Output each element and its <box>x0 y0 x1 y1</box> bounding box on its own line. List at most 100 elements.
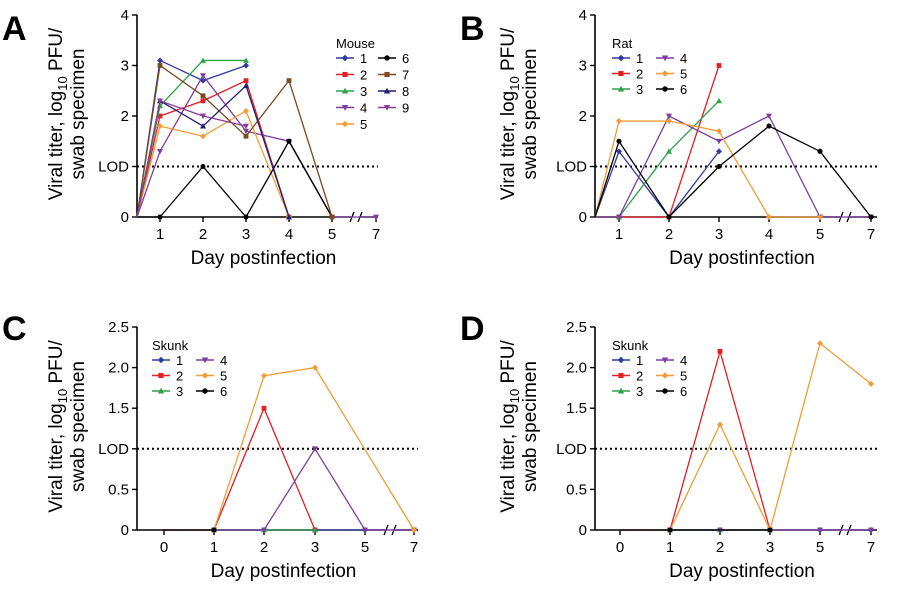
data-point <box>817 148 823 154</box>
legend-item-2: 2 <box>336 68 367 83</box>
y-tick-label: 2.0 <box>108 360 129 377</box>
legend-item-6: 6 <box>378 51 409 66</box>
data-point <box>766 123 772 129</box>
legend-marker <box>661 372 669 379</box>
data-point <box>716 148 722 155</box>
legend-marker <box>618 70 624 77</box>
data-point <box>243 78 249 84</box>
x-tick-label: 2 <box>260 539 268 556</box>
data-point <box>766 214 772 220</box>
data-point <box>286 138 292 144</box>
y-axis-label-line1: Viral titer, log10 PFU/ <box>46 27 70 200</box>
legend-item-5: 5 <box>656 67 687 82</box>
legend-marker <box>341 104 349 111</box>
x-tick-label: 5 <box>816 226 824 243</box>
y-tick-label: 0 <box>579 522 587 539</box>
data-point <box>616 138 622 144</box>
data-point <box>200 133 206 140</box>
data-point <box>157 98 163 104</box>
legend-title: Skunk <box>152 338 189 353</box>
y-axis-label-line1: Viral titer, log10 PFU/ <box>498 27 522 200</box>
panel-d: D Viral titer, log10 PFU/swab specimen 0 0.… <box>460 310 877 582</box>
x-tick-label: 1 <box>615 226 623 243</box>
panel-letter: D <box>460 310 485 348</box>
x-tick-label: 4 <box>285 226 293 243</box>
legend-item-8: 8 <box>378 84 409 99</box>
y-axis-label-line2: swab specimen <box>520 361 541 492</box>
legend-marker <box>157 387 165 394</box>
legend-label: 9 <box>402 101 409 116</box>
y-tick-label: LOD <box>98 159 129 176</box>
legend-marker <box>617 356 625 364</box>
data-point <box>616 118 622 125</box>
data-point <box>200 93 206 99</box>
data-point <box>243 62 249 69</box>
x-tick-label: 2 <box>716 539 724 556</box>
x-tick-label: 4 <box>765 226 773 243</box>
legend-label: 3 <box>360 84 367 99</box>
x-tick-label: 7 <box>410 539 418 556</box>
legend-marker <box>202 388 208 394</box>
data-point <box>362 527 368 533</box>
legend-title: Rat <box>612 36 633 51</box>
data-point <box>312 446 318 452</box>
x-tick-label: 2 <box>665 226 673 243</box>
y-axis-label: Viral titer, log10 PFU/swab specimen <box>46 27 89 200</box>
series-6 <box>137 138 335 220</box>
legend-title: Mouse <box>336 36 375 51</box>
series-5 <box>136 107 292 220</box>
legend-label: 4 <box>220 353 227 368</box>
series-7 <box>136 63 335 220</box>
data-point <box>243 133 249 139</box>
data-point <box>667 527 673 533</box>
series-6 <box>594 123 874 220</box>
y-tick-label: 1.5 <box>566 400 587 417</box>
legend-marker <box>661 70 669 77</box>
data-point <box>817 214 823 220</box>
series-line <box>164 447 414 531</box>
data-point <box>157 113 163 119</box>
panel-letter: B <box>460 10 485 48</box>
data-point <box>868 527 874 533</box>
y-tick-label: LOD <box>98 441 129 458</box>
legend-item-5: 5 <box>656 369 687 384</box>
legend-marker <box>662 388 668 394</box>
x-tick-label: 5 <box>361 539 369 556</box>
data-point <box>243 128 249 135</box>
legend-item-4: 4 <box>656 51 687 66</box>
data-point <box>261 527 267 533</box>
legend-item-5: 5 <box>336 117 367 132</box>
legend-item-3: 3 <box>612 82 643 97</box>
legend-marker <box>384 71 390 78</box>
data-point <box>868 214 874 220</box>
data-point <box>666 214 672 220</box>
y-axis-label: Viral titer, log10 PFU/swab specimen <box>498 340 541 513</box>
legend-item-7: 7 <box>378 68 409 83</box>
data-point <box>616 214 622 220</box>
legend-marker <box>342 71 348 78</box>
legend-label: 1 <box>636 51 643 66</box>
data-point <box>200 123 206 129</box>
data-point <box>157 214 163 220</box>
data-point <box>261 405 267 411</box>
data-point <box>329 214 335 220</box>
y-tick-label: 3 <box>121 58 129 75</box>
data-point <box>243 107 249 114</box>
y-axis-label-line1: Viral titer, log10 PFU/ <box>46 340 70 513</box>
panel-letter: A <box>2 10 27 48</box>
data-point <box>286 78 292 84</box>
series-line <box>136 99 247 218</box>
legend-item-4: 4 <box>196 353 227 368</box>
legend-title: Skunk <box>612 338 649 353</box>
x-tick-label: 3 <box>715 226 723 243</box>
legend-label: 6 <box>680 82 687 97</box>
panel-b: B Viral titer, log10 PFU/swab specimen 0 LO… <box>460 7 877 269</box>
legend-label: 5 <box>360 117 367 132</box>
series-5 <box>164 364 417 533</box>
data-point <box>211 527 217 533</box>
legend-label: 3 <box>176 384 183 399</box>
